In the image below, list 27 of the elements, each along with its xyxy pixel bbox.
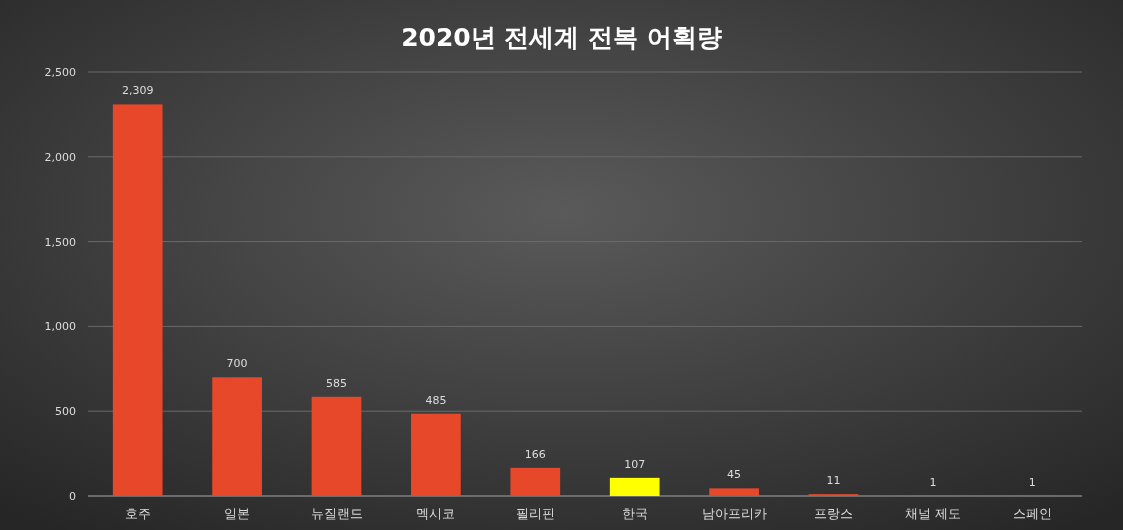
data-label: 11: [826, 474, 841, 488]
y-tick-label: 2,000: [44, 150, 76, 164]
y-tick-label: 1,500: [44, 235, 76, 249]
data-label: 1: [1028, 475, 1036, 489]
data-label: 166: [524, 447, 546, 461]
data-label: 107: [624, 457, 646, 471]
x-tick-label: 필리핀: [515, 506, 555, 521]
x-tick-label: 한국: [621, 506, 648, 521]
x-tick-label: 남아프리카: [701, 506, 767, 521]
x-tick-label: 스페인: [1012, 506, 1052, 521]
data-label: 1: [929, 475, 937, 489]
x-tick-label: 호주: [124, 506, 151, 521]
x-tick-label: 뉴질랜드: [310, 506, 363, 521]
data-label: 2,309: [121, 84, 154, 98]
data-label: 485: [425, 393, 447, 407]
x-tick-label: 멕시코: [416, 506, 456, 521]
y-tick-label: 2,500: [44, 66, 76, 79]
data-label: 45: [727, 468, 742, 482]
data-label: 585: [326, 376, 347, 390]
x-tick-label: 채널 제도: [904, 506, 961, 521]
y-tick-label: 1,000: [44, 320, 76, 334]
y-tick-label: 500: [55, 405, 76, 419]
y-tick-label: 0: [69, 490, 76, 503]
x-tick-label: 일본: [224, 506, 251, 521]
chart-title: 2020년 전세계 전복 어획량: [401, 23, 722, 52]
data-label: 700: [226, 357, 248, 371]
x-tick-label: 프랑스: [814, 506, 853, 521]
